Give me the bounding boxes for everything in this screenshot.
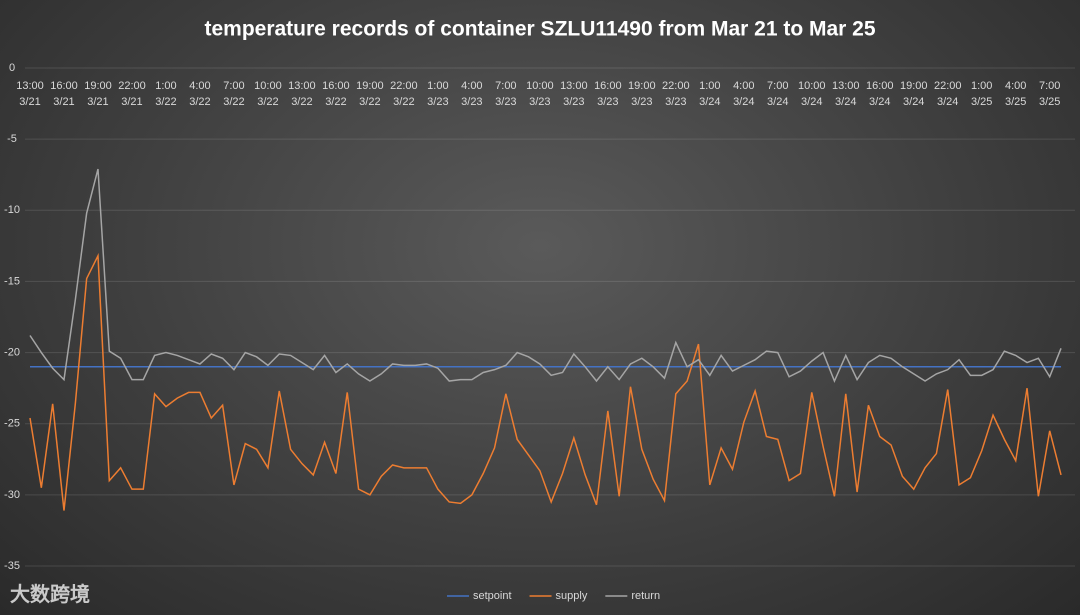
chart-title: temperature records of container SZLU114… bbox=[204, 18, 875, 41]
x-tick-label: 13:00 3/23 bbox=[560, 80, 588, 108]
y-tick-label: -5 bbox=[7, 133, 17, 145]
x-tick-label: 13:00 3/21 bbox=[16, 80, 44, 108]
x-tick-label: 16:00 3/23 bbox=[594, 80, 622, 108]
y-tick-label: -20 bbox=[4, 346, 20, 358]
x-tick-label: 22:00 3/23 bbox=[662, 80, 690, 108]
x-tick-label: 7:00 3/24 bbox=[767, 80, 789, 108]
x-tick-label: 10:00 3/24 bbox=[798, 80, 826, 108]
x-tick-label: 1:00 3/24 bbox=[699, 80, 721, 108]
line-series bbox=[29, 252, 1062, 511]
x-tick-label: 4:00 3/25 bbox=[1004, 80, 1027, 108]
y-tick-label: -25 bbox=[4, 418, 20, 430]
y-tick-label: 0 bbox=[9, 62, 15, 74]
x-tick-label: 22:00 3/24 bbox=[933, 80, 962, 108]
x-tick-label: 22:00 3/21 bbox=[118, 80, 146, 108]
x-tick-label: 13:00 3/24 bbox=[831, 80, 860, 108]
x-tick-label: 1:00 3/22 bbox=[155, 80, 177, 108]
line-series bbox=[29, 168, 1062, 383]
x-tick-label: 4:00 3/22 bbox=[189, 80, 211, 108]
y-tick-label: -30 bbox=[4, 489, 20, 501]
x-tick-label: 22:00 3/22 bbox=[390, 80, 418, 108]
x-tick-label: 7:00 3/23 bbox=[495, 80, 517, 108]
x-tick-label: 7:00 3/22 bbox=[223, 80, 245, 108]
x-tick-label: 1:00 3/25 bbox=[971, 80, 993, 108]
x-tick-label: 13:00 3/22 bbox=[288, 80, 316, 108]
x-tick-label: 16:00 3/21 bbox=[50, 80, 78, 108]
x-tick-label: 4:00 3/23 bbox=[461, 80, 483, 108]
x-tick-label: 16:00 3/24 bbox=[865, 80, 894, 108]
legend-label: supply bbox=[556, 590, 588, 602]
x-tick-label: 19:00 3/22 bbox=[356, 80, 384, 108]
x-tick-label: 19:00 3/21 bbox=[84, 80, 112, 108]
legend-label: return bbox=[631, 590, 660, 602]
y-tick-label: -15 bbox=[4, 275, 20, 287]
watermark: 大数跨境 bbox=[10, 584, 90, 606]
x-tick-label: 4:00 3/24 bbox=[733, 80, 755, 108]
x-tick-label: 19:00 3/24 bbox=[899, 80, 928, 108]
x-tick-label: 7:00 3/25 bbox=[1038, 80, 1061, 108]
x-tick-label: 10:00 3/23 bbox=[526, 80, 554, 108]
x-tick-label: 16:00 3/22 bbox=[322, 80, 350, 108]
x-tick-label: 1:00 3/23 bbox=[427, 80, 449, 108]
x-tick-label: 10:00 3/22 bbox=[254, 80, 282, 108]
legend-label: setpoint bbox=[473, 590, 512, 602]
x-tick-label: 19:00 3/23 bbox=[628, 80, 656, 108]
y-tick-label: -35 bbox=[4, 560, 20, 572]
y-tick-label: -10 bbox=[4, 204, 20, 216]
